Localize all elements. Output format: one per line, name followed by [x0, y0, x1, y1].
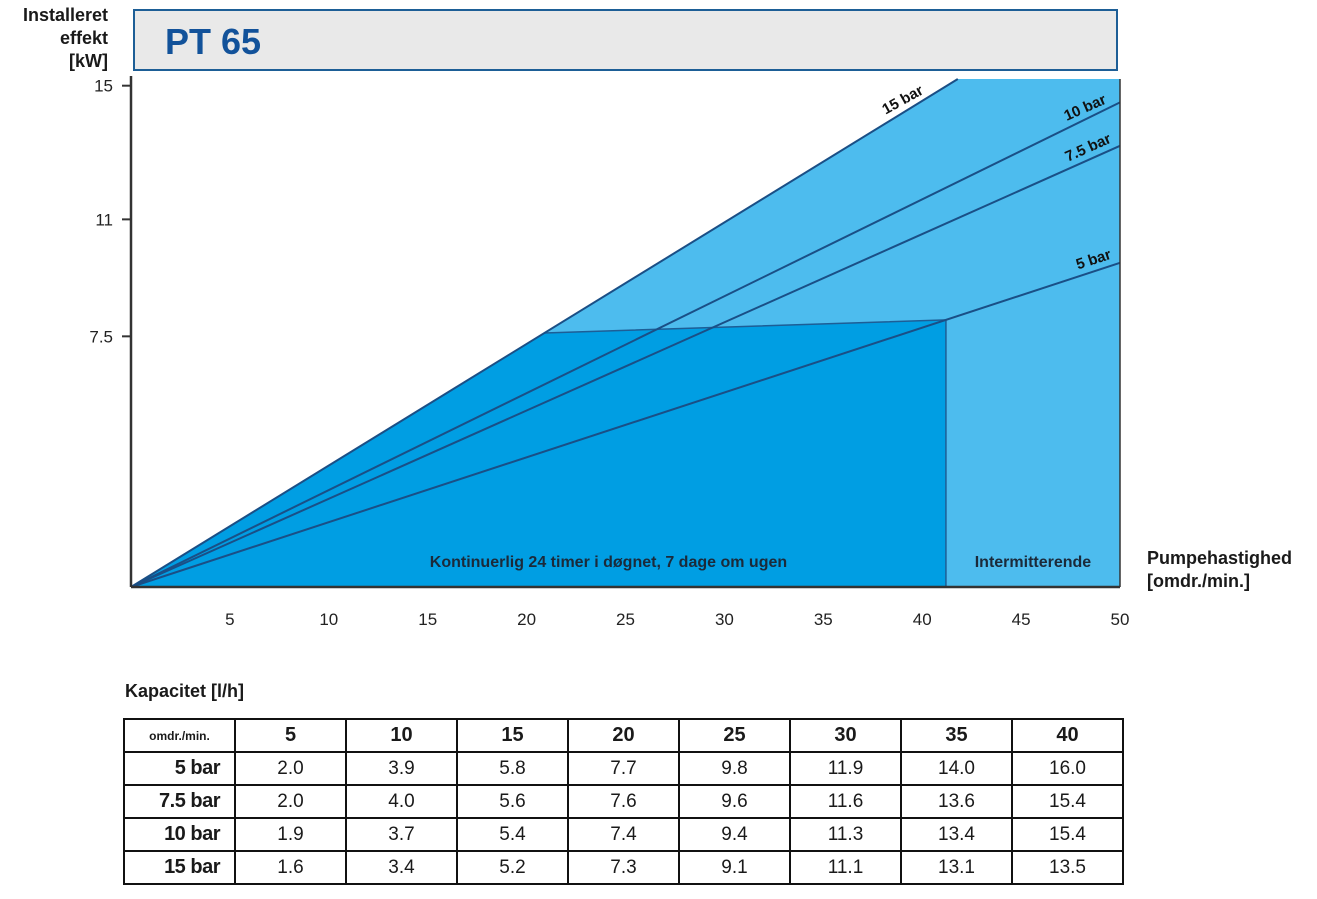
table-cell: 11.3 [789, 817, 902, 852]
y-axis-label: Installeret effekt [kW] [0, 4, 108, 73]
x-tick-label: 45 [1012, 610, 1031, 629]
table-cell: 13.5 [1011, 850, 1124, 885]
table-cell: 13.1 [900, 850, 1013, 885]
y-axis-label-line: [kW] [69, 51, 108, 71]
x-axis-label: Pumpehastighed [omdr./min.] [1147, 547, 1292, 593]
table-cell: 9.8 [678, 751, 791, 786]
x-tick-label: 25 [616, 610, 635, 629]
table-cell: 14.0 [900, 751, 1013, 786]
table-title: Kapacitet [l/h] [125, 681, 245, 701]
y-tick-label: 15 [94, 77, 113, 96]
table-cell: 11.9 [789, 751, 902, 786]
table-column-header: 40 [1011, 718, 1124, 753]
y-tick-label: 7.5 [89, 327, 113, 346]
table-row: 15 bar 1.6 3.4 5.2 7.3 9.1 11.1 13.1 13.… [123, 850, 1124, 885]
table-cell: 3.7 [345, 817, 458, 852]
y-tick-label: 11 [95, 210, 113, 229]
table-cell: 3.4 [345, 850, 458, 885]
table-cell: 13.6 [900, 784, 1013, 819]
table-row-header: 10 bar [123, 817, 236, 852]
series-line [130, 144, 1121, 588]
table-column-header: 35 [900, 718, 1013, 753]
table-row-header: 5 bar [123, 751, 236, 786]
table-cell: 16.0 [1011, 751, 1124, 786]
table-cell: 13.4 [900, 817, 1013, 852]
table-cell: 5.4 [456, 817, 569, 852]
capacity-table: omdr./min. 5 10 15 20 25 30 35 40 5 bar … [123, 718, 1124, 885]
table-column-header: 25 [678, 718, 791, 753]
chart-title: PT 65 [165, 21, 262, 62]
table-row-header: 15 bar [123, 850, 236, 885]
table-cell: 11.6 [789, 784, 902, 819]
x-tick-label: 35 [814, 610, 833, 629]
table-column-header: 10 [345, 718, 458, 753]
table-row: 5 bar 2.0 3.9 5.8 7.7 9.8 11.9 14.0 16.0 [123, 751, 1124, 786]
x-tick-label: 30 [715, 610, 734, 629]
table-cell: 5.6 [456, 784, 569, 819]
x-axis-label-line: [omdr./min.] [1147, 571, 1250, 591]
table-cell: 15.4 [1011, 817, 1124, 852]
table-cell: 5.8 [456, 751, 569, 786]
table-cell: 15.4 [1011, 784, 1124, 819]
x-tick-label: 40 [913, 610, 932, 629]
x-tick-label: 15 [418, 610, 437, 629]
y-axis-label-line: effekt [59, 28, 108, 48]
table-row-header: 7.5 bar [123, 784, 236, 819]
table-column-header: 20 [567, 718, 680, 753]
table-cell: 7.3 [567, 850, 680, 885]
table-corner-header: omdr./min. [123, 718, 236, 753]
y-axis-label-line: Installeret [22, 5, 108, 25]
table-cell: 2.0 [234, 751, 347, 786]
series-line [130, 78, 959, 588]
x-tick-label: 20 [517, 610, 536, 629]
table-cell: 9.4 [678, 817, 791, 852]
x-tick-label: 5 [225, 610, 234, 629]
table-row: 10 bar 1.9 3.7 5.4 7.4 9.4 11.3 13.4 15.… [123, 817, 1124, 852]
table-header-row: omdr./min. 5 10 15 20 25 30 35 40 [123, 718, 1124, 753]
x-tick-label: 10 [319, 610, 338, 629]
x-tick-label: 50 [1111, 610, 1130, 629]
intermittent-region-label: Intermitterende [975, 554, 1092, 571]
table-cell: 1.6 [234, 850, 347, 885]
table-cell: 5.2 [456, 850, 569, 885]
table-cell: 11.1 [789, 850, 902, 885]
table-cell: 9.1 [678, 850, 791, 885]
series-line [130, 101, 1121, 588]
table-cell: 9.6 [678, 784, 791, 819]
continuous-region-label: Kontinuerlig 24 timer i døgnet, 7 dage o… [430, 554, 787, 571]
table-cell: 1.9 [234, 817, 347, 852]
table-cell: 7.7 [567, 751, 680, 786]
table-column-header: 15 [456, 718, 569, 753]
table-cell: 7.4 [567, 817, 680, 852]
table-cell: 7.6 [567, 784, 680, 819]
title-banner: PT 65 [133, 9, 1118, 71]
table-cell: 3.9 [345, 751, 458, 786]
table-column-header: 30 [789, 718, 902, 753]
table-cell: 2.0 [234, 784, 347, 819]
table-cell: 4.0 [345, 784, 458, 819]
table-row: 7.5 bar 2.0 4.0 5.6 7.6 9.6 11.6 13.6 15… [123, 784, 1124, 819]
table-column-header: 5 [234, 718, 347, 753]
series-line [130, 261, 1121, 588]
x-axis-label-line: Pumpehastighed [1147, 548, 1293, 568]
